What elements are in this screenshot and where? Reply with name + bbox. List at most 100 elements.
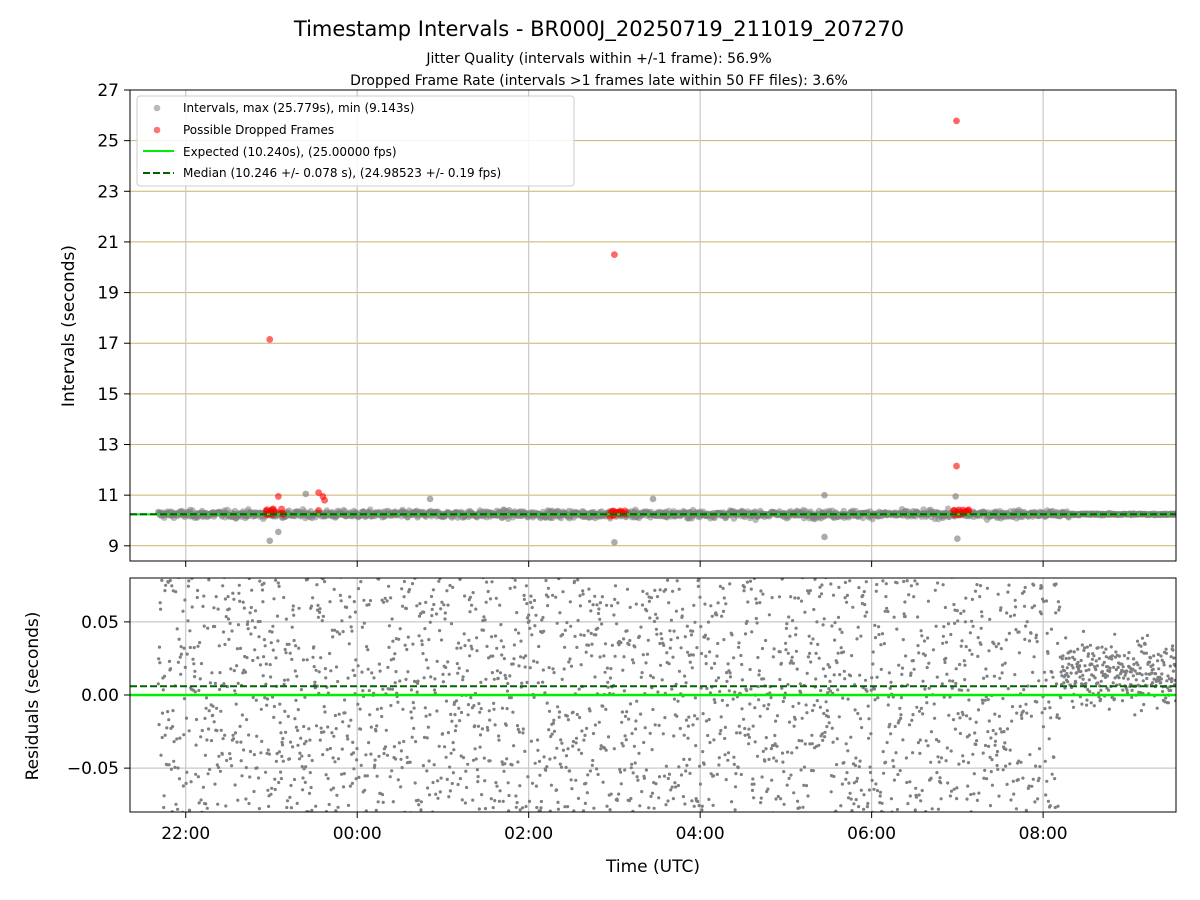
residual-point [775, 714, 780, 718]
residual-point [554, 595, 558, 599]
residual-point [792, 791, 796, 795]
residual-point [236, 798, 240, 802]
residual-point [399, 757, 403, 761]
residual-point [1051, 572, 1054, 575]
residual-point [310, 808, 314, 812]
residual-point [321, 614, 325, 619]
residual-point [585, 791, 589, 795]
residual-point [1069, 671, 1073, 675]
residual-point [813, 578, 817, 581]
residual-point [892, 778, 897, 782]
residual-point [771, 655, 775, 659]
residual-point [275, 752, 279, 756]
residual-point [227, 607, 231, 611]
residual-point [973, 589, 978, 593]
residual-point [948, 566, 951, 569]
residual-point [902, 612, 906, 616]
residual-point [485, 725, 489, 730]
residual-point [829, 582, 833, 586]
residual-point [805, 711, 809, 715]
residual-point [660, 564, 663, 567]
residual-point [942, 625, 946, 629]
residual-point [501, 799, 505, 804]
residual-point [862, 590, 866, 594]
residual-point [196, 644, 200, 648]
residual-point [1067, 656, 1071, 660]
residual-point [748, 667, 752, 672]
residual-point [286, 678, 290, 682]
residual-point [545, 701, 549, 705]
residual-point [513, 578, 517, 582]
residual-point [222, 578, 226, 579]
residual-point [1043, 707, 1047, 711]
residual-point [1061, 654, 1065, 658]
residual-point [926, 744, 930, 748]
residual-point [720, 565, 723, 568]
residual-point [232, 597, 236, 601]
residual-point [340, 747, 344, 751]
residual-point [633, 761, 637, 765]
residual-point [412, 726, 416, 731]
residual-point [1160, 672, 1164, 676]
residual-point [347, 724, 351, 728]
residual-point [720, 614, 724, 618]
residual-point [837, 585, 841, 590]
residual-point [255, 766, 259, 770]
residual-point [273, 787, 277, 792]
residual-point [158, 661, 162, 665]
residual-point [278, 721, 282, 725]
residual-point [294, 725, 298, 729]
residual-point [475, 649, 479, 653]
residual-point [511, 744, 516, 748]
residual-point [1143, 642, 1147, 646]
residual-point [324, 773, 328, 777]
residual-point [757, 673, 761, 677]
residual-point [767, 757, 771, 762]
residual-point [1024, 808, 1028, 812]
residual-point [1056, 600, 1060, 604]
residual-point [335, 630, 339, 634]
residual-point [826, 691, 830, 695]
residual-point [970, 597, 975, 602]
residual-point [1049, 716, 1053, 720]
residual-point [878, 790, 883, 794]
residual-point [364, 570, 367, 573]
top-ytick-label: 27 [97, 81, 119, 101]
residual-point [1074, 671, 1079, 675]
residual-point [766, 787, 770, 791]
residual-point [952, 787, 956, 791]
residual-point [534, 613, 538, 617]
residual-point [176, 766, 180, 770]
residual-point [681, 795, 686, 799]
residual-point [972, 792, 976, 796]
residual-point [528, 626, 532, 631]
residual-point [466, 713, 470, 717]
residual-point [715, 654, 719, 658]
residual-point [1051, 675, 1055, 679]
residual-point [513, 585, 517, 589]
residual-point [923, 573, 926, 576]
residual-point [959, 611, 963, 616]
residual-point [623, 714, 628, 719]
residual-point [272, 597, 276, 601]
residual-point [456, 641, 461, 645]
residual-point [460, 798, 464, 802]
residual-point [1141, 679, 1145, 683]
residual-point [544, 768, 548, 772]
residual-point [201, 785, 205, 789]
residual-point [292, 638, 296, 643]
residual-point [422, 735, 427, 740]
residual-point [879, 643, 883, 647]
residual-point [338, 632, 342, 636]
residual-point [940, 682, 944, 686]
residual-point [580, 729, 584, 733]
residual-point [654, 782, 658, 786]
residual-point [983, 743, 988, 748]
residual-point [1014, 605, 1018, 609]
residual-point [821, 623, 825, 627]
residual-point [807, 634, 811, 638]
residual-point [1127, 651, 1131, 655]
residual-point [704, 654, 708, 658]
residual-point [390, 687, 395, 691]
residual-point [248, 775, 252, 779]
